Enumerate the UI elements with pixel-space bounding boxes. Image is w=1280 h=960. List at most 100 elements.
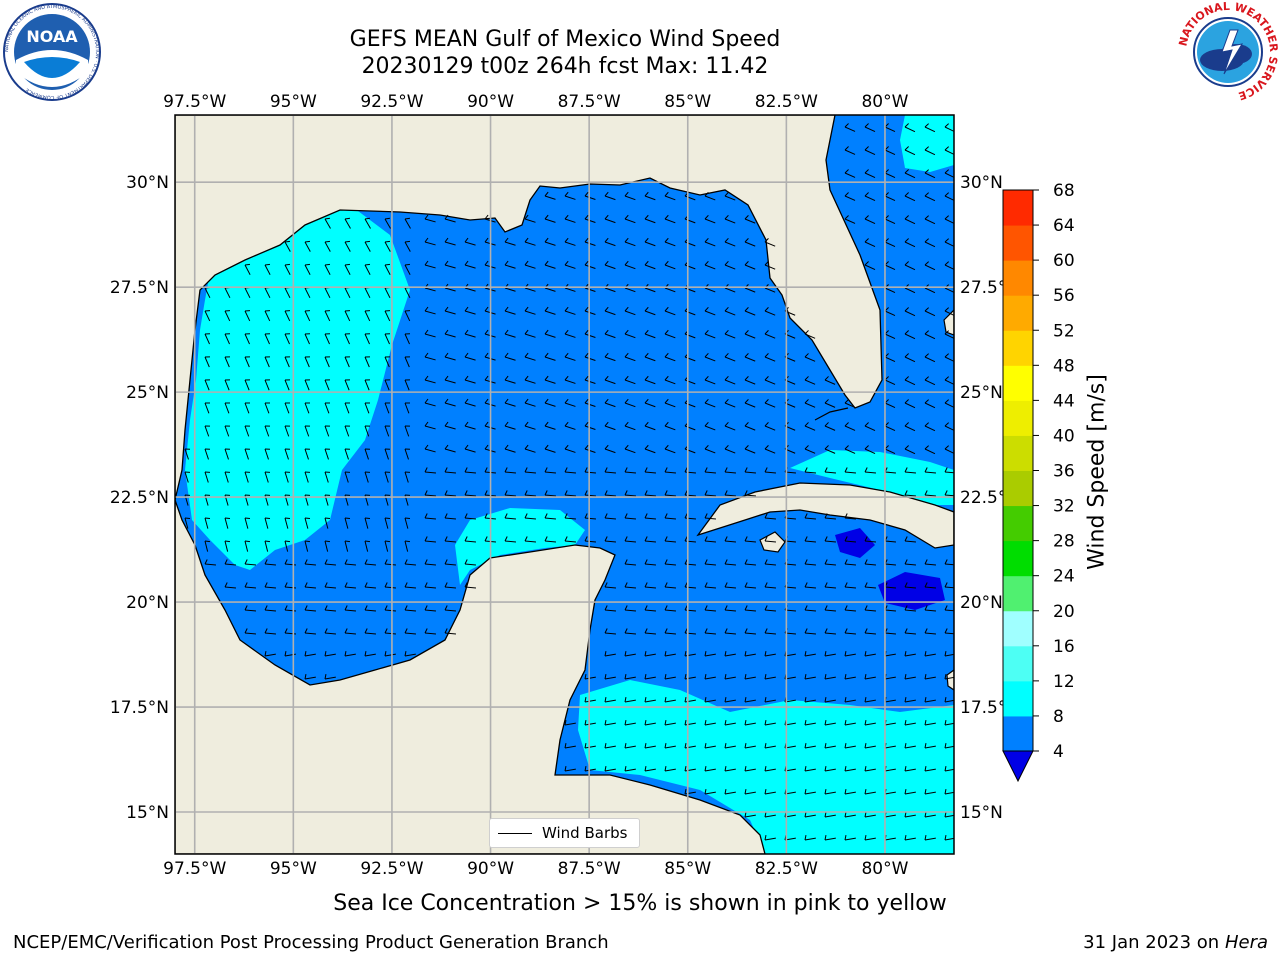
wind-barb (624, 609, 637, 612)
wind-barb-flag (904, 605, 908, 611)
map-area (175, 115, 954, 854)
wind-barb-flag (664, 467, 668, 473)
wind-barb (304, 379, 310, 391)
wind-barb (544, 310, 556, 315)
wind-barb (864, 745, 876, 749)
wind-barb (844, 195, 856, 201)
wind-barb (864, 837, 876, 841)
wind-barb-flag (624, 398, 629, 404)
wind-barb (724, 791, 736, 795)
wind-barb (624, 676, 636, 680)
wind-barb-flag (424, 398, 429, 404)
wind-barb (444, 310, 456, 315)
colorbar-segment (1003, 435, 1033, 471)
wind-barb (664, 218, 676, 224)
wind-barb-flag (604, 214, 609, 220)
wind-barb (704, 195, 716, 201)
wind-barb (764, 287, 776, 293)
wind-barb (944, 264, 954, 270)
wind-barb (584, 402, 596, 408)
wind-barb-flag (944, 307, 950, 312)
wind-barb (564, 379, 576, 384)
wind-barb-flag (484, 237, 489, 243)
wind-barb (744, 425, 756, 431)
wind-barb-flag (864, 215, 869, 220)
wind-barb-flag (684, 650, 687, 657)
wind-barb (884, 676, 896, 680)
wind-barb (664, 287, 676, 293)
wind-barb-flag (424, 467, 428, 473)
wind-barb (684, 722, 696, 726)
wind-barb-flag (764, 467, 768, 473)
wind-barb-flag (464, 352, 469, 358)
wind-barb (684, 494, 697, 497)
wind-barb (764, 448, 776, 454)
wind-barb (624, 264, 636, 270)
wind-barb (284, 586, 297, 589)
wind-barb-flag (624, 444, 629, 450)
wind-barb (624, 563, 637, 566)
lat-tick-label-right: 20°N (960, 593, 1003, 613)
wind-barb (404, 218, 411, 229)
wind-barb-flag (804, 628, 808, 634)
wind-barb (424, 287, 436, 292)
wind-barb-flag (724, 650, 727, 657)
wind-barb-flag (584, 673, 587, 680)
wind-barb (944, 722, 954, 726)
wind-barb (764, 837, 776, 841)
lat-tick-label-left: 22.5°N (110, 488, 169, 508)
wind-barb (444, 425, 456, 430)
wind-barb (544, 517, 557, 520)
wind-barb-flag (244, 559, 248, 565)
wind-barb-flag (464, 237, 469, 243)
wind-barb-flag (764, 834, 767, 841)
wind-barb (644, 379, 656, 385)
wind-barb (584, 540, 597, 543)
wind-barb-flag (604, 352, 609, 358)
wind-barb (864, 814, 876, 818)
wind-barb-flag (564, 214, 569, 220)
wind-barb (944, 653, 954, 657)
wind-barb-flag (424, 559, 428, 565)
wind-barb (644, 356, 656, 362)
wind-barb (884, 356, 896, 363)
wind-barb (504, 287, 516, 292)
colorbar-segment (1003, 575, 1033, 612)
wind-barb (704, 632, 717, 635)
wind-barb-flag (744, 307, 749, 312)
wind-barb-flag (404, 517, 411, 520)
wind-barb-flag (664, 421, 669, 427)
wind-barb-flag (444, 513, 448, 519)
wind-barb-flag (324, 605, 328, 611)
wind-barb-flag (844, 811, 847, 818)
colorbar-tick-label: 16 (1053, 637, 1075, 657)
wind-barb-flag (184, 517, 191, 520)
wind-barb-flag (824, 582, 828, 588)
wind-barb (524, 448, 536, 453)
wind-barb (244, 379, 250, 391)
wind-barb (284, 609, 297, 612)
wind-barb-flag (804, 742, 807, 749)
wind-barb-flag (284, 263, 291, 266)
wind-barb (384, 379, 390, 391)
wind-barb-flag (644, 467, 648, 473)
wind-barb (884, 471, 897, 474)
wind-barb-flag (704, 329, 709, 335)
wind-barb (284, 471, 289, 483)
wind-barb (524, 310, 536, 315)
wind-barb (624, 517, 637, 520)
wind-barb-flag (744, 330, 749, 335)
wind-barb-flag (524, 444, 529, 450)
wind-barb (644, 563, 657, 566)
wind-barb (924, 494, 937, 497)
wind-barb (244, 632, 257, 635)
wind-barb (924, 448, 936, 455)
wind-barb (244, 448, 249, 460)
wind-barb-flag (444, 559, 448, 565)
wind-barb-flag (484, 260, 489, 266)
wind-barb (564, 264, 576, 269)
wind-barb (824, 745, 836, 749)
wind-barb (584, 310, 596, 316)
wind-barb (204, 356, 210, 368)
